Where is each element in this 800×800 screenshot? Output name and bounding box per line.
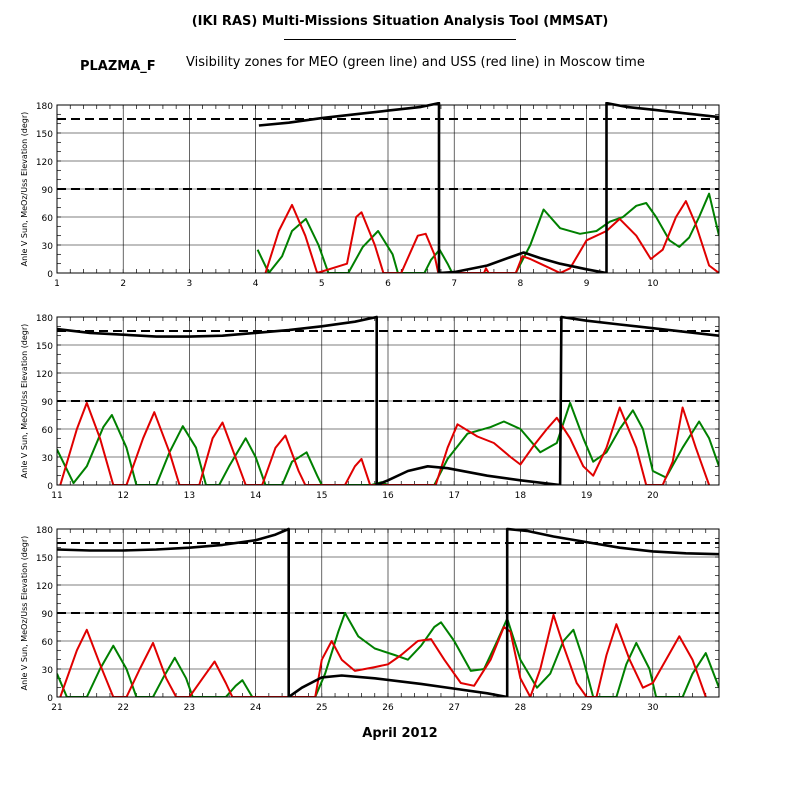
- x-tick-label: 15: [316, 491, 327, 501]
- x-tick-label: 12: [117, 491, 128, 501]
- series-line-green: [57, 612, 719, 697]
- y-tick-label: 60: [42, 214, 54, 224]
- y-tick-label: 180: [36, 314, 53, 324]
- x-tick-label: 10: [647, 279, 659, 289]
- plot-frame: [56, 104, 720, 274]
- x-tick-label: 20: [647, 491, 659, 501]
- x-tick-label: 28: [515, 703, 527, 713]
- y-tick-label: 90: [42, 398, 54, 408]
- series-line-black: [258, 102, 719, 273]
- x-tick-label: 5: [319, 279, 325, 289]
- series-line-red: [59, 613, 707, 697]
- x-tick-label: 23: [184, 703, 195, 713]
- x-tick-label: 22: [117, 703, 128, 713]
- series-line-red: [264, 200, 719, 273]
- x-tick-label: 11: [51, 491, 62, 501]
- x-tick-label: 17: [448, 491, 459, 501]
- y-tick-label: 120: [36, 582, 53, 592]
- series-line-black: [57, 315, 719, 485]
- x-tick-label: 14: [250, 491, 262, 501]
- y-tick-label: 150: [36, 130, 53, 140]
- series-line-black: [57, 527, 719, 697]
- y-tick-label: 120: [36, 370, 53, 380]
- x-tick-label: 13: [184, 491, 195, 501]
- y-tick-label: 30: [42, 666, 54, 676]
- x-tick-label: 3: [187, 279, 193, 289]
- month-label: April 2012: [362, 726, 438, 741]
- y-tick-label: 180: [36, 102, 53, 112]
- series-line-red: [59, 401, 711, 485]
- y-axis-label: Anle V Sun, MeOz/Uss Elevation (degr): [20, 324, 29, 479]
- plot-subtitle: Visibility zones for MEO (green line) an…: [186, 55, 645, 70]
- x-tick-label: 7: [451, 279, 457, 289]
- y-axis-label: Anle V Sun, MeOz/Uss Elevation (degr): [20, 112, 29, 267]
- y-tick-label: 0: [47, 482, 53, 492]
- x-tick-label: 21: [51, 703, 62, 713]
- x-tick-label: 19: [581, 491, 593, 501]
- plot-frame: [56, 316, 720, 486]
- chart-panel-1: 0 30 60 90 120 150 180 1 2 3 4 5 6 7 8 9 10 Anle V Sun, M…: [20, 102, 720, 289]
- x-tick-label: 27: [448, 703, 459, 713]
- y-axis-label: Anle V Sun, MeOz/Uss Elevation (degr): [20, 536, 29, 691]
- chart-panel-3: 0 30 60 90 120 150 180 21 22 23 24 25 26 27 28 29 30 Anle…: [20, 526, 720, 713]
- x-tick-label: 18: [515, 491, 527, 501]
- x-tick-label: 9: [584, 279, 590, 289]
- x-tick-label: 1: [54, 279, 60, 289]
- y-tick-label: 180: [36, 526, 53, 536]
- x-tick-label: 4: [253, 279, 259, 289]
- y-tick-label: 120: [36, 158, 53, 168]
- x-tick-label: 25: [316, 703, 327, 713]
- x-tick-label: 24: [250, 703, 262, 713]
- x-tick-label: 6: [385, 279, 391, 289]
- y-tick-label: 30: [42, 242, 54, 252]
- y-tick-label: 90: [42, 186, 54, 196]
- x-tick-label: 16: [382, 491, 394, 501]
- y-tick-label: 150: [36, 342, 53, 352]
- satellite-name: PLAZMA_F: [80, 59, 156, 74]
- title-underline: [284, 39, 516, 40]
- chart-panel-2: 0 30 60 90 120 150 180 11 12 13 14 15 16 17 18 19 20 Anle…: [20, 314, 720, 501]
- y-tick-label: 0: [47, 694, 53, 704]
- page-title: (IKI RAS) Multi-Missions Situation Analy…: [191, 14, 609, 29]
- y-tick-label: 90: [42, 610, 54, 620]
- y-tick-label: 150: [36, 554, 53, 564]
- y-tick-label: 30: [42, 454, 54, 464]
- y-tick-label: 60: [42, 426, 54, 436]
- y-tick-label: 60: [42, 638, 54, 648]
- x-tick-label: 8: [518, 279, 524, 289]
- plot-frame: [56, 528, 720, 698]
- x-tick-label: 29: [581, 703, 593, 713]
- x-tick-label: 2: [120, 279, 126, 289]
- x-tick-label: 30: [647, 703, 659, 713]
- x-tick-label: 26: [382, 703, 394, 713]
- series-line-green: [256, 192, 719, 273]
- y-tick-label: 0: [47, 270, 53, 280]
